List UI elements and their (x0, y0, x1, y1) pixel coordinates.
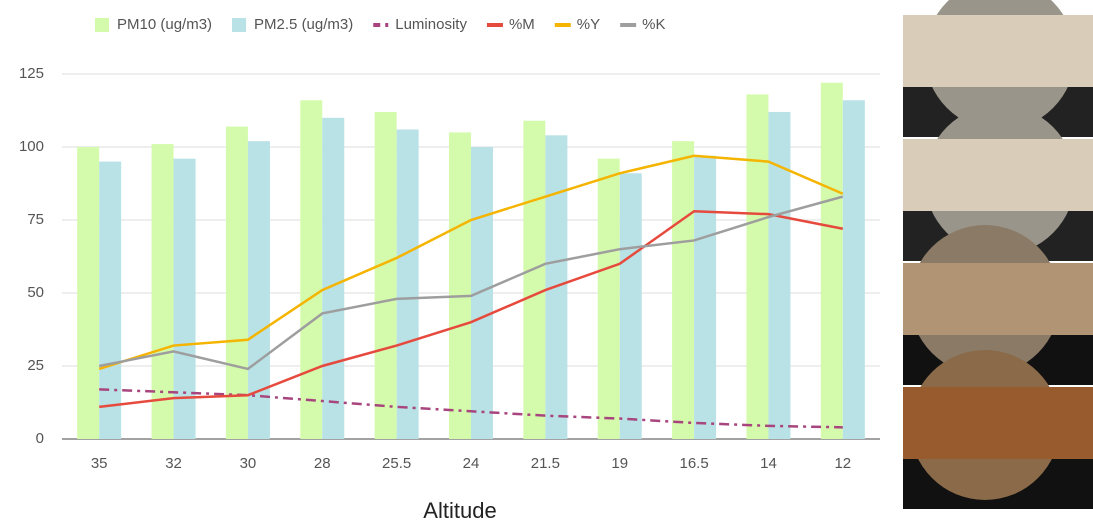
x-tick-label: 21.5 (531, 455, 560, 472)
photo-band (903, 387, 1093, 459)
y-tick-label: 50 (27, 284, 44, 301)
bar (397, 129, 419, 439)
bar (694, 156, 716, 439)
y-tick-label: 125 (19, 65, 44, 82)
bar (300, 100, 322, 439)
bar (843, 100, 865, 439)
legend-label: Luminosity (395, 16, 467, 33)
bar (746, 94, 768, 439)
y-tick-label: 0 (36, 430, 44, 447)
legend-label: PM10 (ug/m3) (117, 16, 212, 33)
x-tick-label: 12 (834, 455, 851, 472)
bar (152, 144, 174, 439)
legend-label: %K (642, 16, 665, 33)
bar (821, 83, 843, 439)
moon-photos (903, 0, 1093, 509)
bar (598, 159, 620, 439)
x-tick-label: 24 (463, 455, 480, 472)
bar (322, 118, 344, 439)
bar (226, 127, 248, 439)
photo-band (903, 263, 1093, 335)
legend-swatch (95, 18, 109, 32)
x-tick-label: 28 (314, 455, 331, 472)
legend-label: PM2.5 (ug/m3) (254, 16, 353, 33)
y-tick-label: 25 (27, 357, 44, 374)
x-tick-label: 14 (760, 455, 777, 472)
bar (620, 173, 642, 439)
photo-band (903, 139, 1093, 211)
legend-swatch (232, 18, 246, 32)
x-tick-label: 16.5 (679, 455, 708, 472)
bar (471, 147, 493, 439)
bar (99, 162, 121, 439)
bar (449, 132, 471, 439)
bar (77, 147, 99, 439)
legend-label: %M (509, 16, 535, 33)
x-tick-label: 30 (240, 455, 257, 472)
legend-label: %Y (577, 16, 600, 33)
bar (672, 141, 694, 439)
x-tick-label: 25.5 (382, 455, 411, 472)
photo-band (903, 15, 1093, 87)
chart: Altitude 0 25 50 75 100 125 35 32 30 28 25.5 24 21.5… (0, 0, 1093, 526)
x-tick-label: 35 (91, 455, 108, 472)
bar (375, 112, 397, 439)
x-tick-label: 32 (165, 455, 182, 472)
y-tick-label: 100 (19, 138, 44, 155)
bar (768, 112, 790, 439)
y-tick-label: 75 (27, 211, 44, 228)
x-tick-label: 19 (611, 455, 628, 472)
bar (523, 121, 545, 439)
x-axis-title: Altitude (423, 498, 496, 523)
